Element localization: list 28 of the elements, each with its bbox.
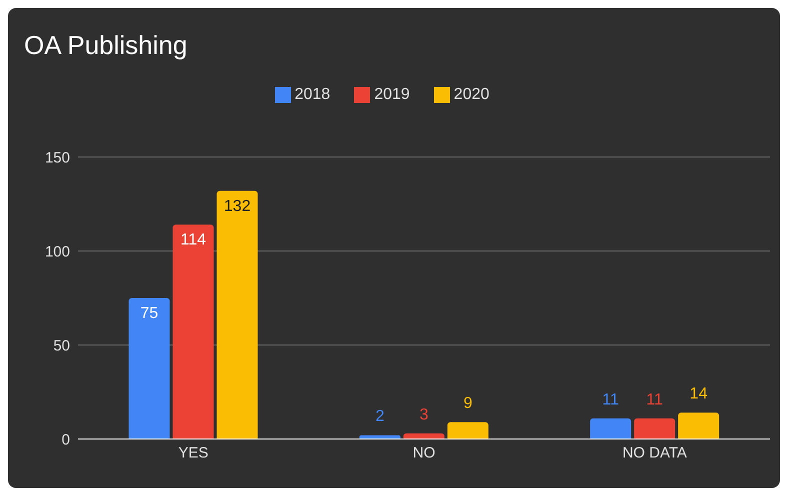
bar: [634, 418, 676, 439]
bar: [447, 422, 488, 439]
data-label: 3: [419, 406, 428, 424]
bar: [216, 190, 258, 439]
data-label: 11: [646, 391, 663, 408]
data-label: 14: [690, 386, 708, 403]
bar: [678, 412, 720, 439]
y-tick-label: 50: [53, 337, 70, 354]
data-label: 2: [375, 408, 384, 426]
legend-label: 2018: [294, 86, 330, 103]
data-label: 11: [602, 391, 619, 408]
bar: [590, 418, 632, 439]
data-label: 75: [140, 305, 158, 322]
data-label: 132: [224, 198, 251, 215]
y-tick-label: 150: [44, 149, 70, 166]
x-tick-label: NO: [412, 444, 436, 462]
data-label: 114: [180, 232, 206, 249]
bar: [172, 224, 214, 439]
legend-label: 2019: [374, 86, 410, 103]
y-tick-label: 100: [44, 243, 70, 260]
bar: [359, 435, 400, 439]
chart-title: OA Publishing: [24, 30, 188, 61]
x-tick-label: NO DATA: [622, 444, 687, 462]
bar: [128, 298, 170, 439]
data-label: 9: [463, 395, 472, 412]
y-tick-label: 0: [62, 431, 70, 448]
x-tick-label: YES: [178, 444, 208, 462]
legend-label: 2020: [454, 86, 490, 103]
